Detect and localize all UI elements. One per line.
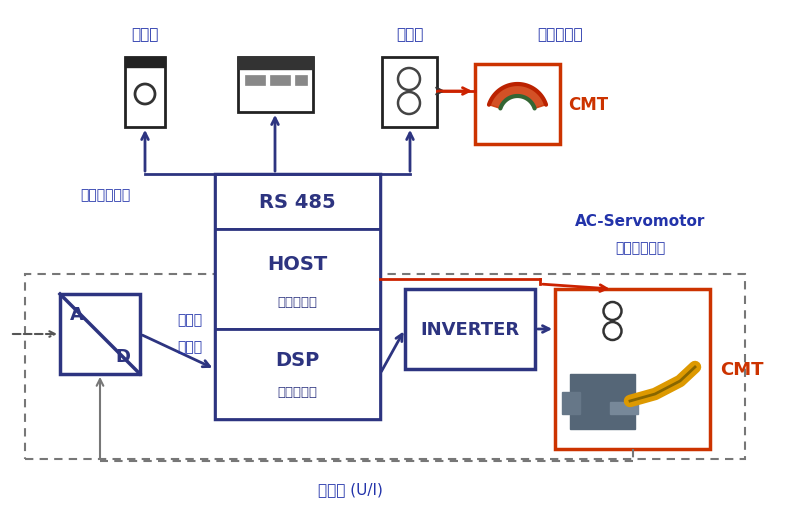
- Bar: [245, 76, 265, 86]
- Text: DSP: DSP: [275, 350, 320, 369]
- Bar: [215, 230, 380, 329]
- Text: 焊丝缓冲器: 焊丝缓冲器: [537, 27, 583, 42]
- Text: 控制和监测: 控制和监测: [278, 295, 318, 308]
- Bar: [125, 58, 165, 128]
- Text: INVERTER: INVERTER: [421, 320, 519, 338]
- Text: 交流伺服马达: 交流伺服马达: [615, 241, 665, 254]
- Text: HOST: HOST: [267, 255, 328, 274]
- Bar: [570, 374, 635, 429]
- Bar: [215, 329, 380, 419]
- Text: 数字处理器: 数字处理器: [278, 385, 318, 398]
- Text: AC-Servomotor: AC-Servomotor: [575, 214, 705, 229]
- Bar: [562, 392, 580, 414]
- Bar: [25, 274, 745, 459]
- Bar: [215, 175, 380, 419]
- Bar: [125, 58, 165, 68]
- Bar: [238, 58, 313, 70]
- Bar: [270, 76, 290, 86]
- Bar: [238, 58, 313, 113]
- Bar: [475, 65, 560, 145]
- Bar: [610, 402, 638, 414]
- Bar: [60, 294, 140, 374]
- Text: 实际值 (U/I): 实际值 (U/I): [318, 482, 382, 496]
- Bar: [295, 76, 307, 86]
- Polygon shape: [489, 85, 546, 109]
- Text: 数字式: 数字式: [178, 313, 202, 326]
- Text: 实际值: 实际值: [178, 340, 202, 353]
- Text: CMT: CMT: [720, 360, 763, 378]
- Text: A: A: [70, 305, 84, 323]
- Bar: [555, 290, 710, 449]
- Text: CMT: CMT: [568, 96, 608, 114]
- Bar: [382, 58, 437, 128]
- Text: RS 485: RS 485: [259, 192, 336, 212]
- Text: 遥控器: 遥控器: [131, 27, 158, 42]
- Bar: [215, 175, 380, 230]
- Text: D: D: [115, 347, 130, 365]
- Bar: [405, 290, 535, 369]
- Text: 数据总线传输: 数据总线传输: [80, 188, 130, 202]
- Text: 送丝机: 送丝机: [396, 27, 424, 42]
